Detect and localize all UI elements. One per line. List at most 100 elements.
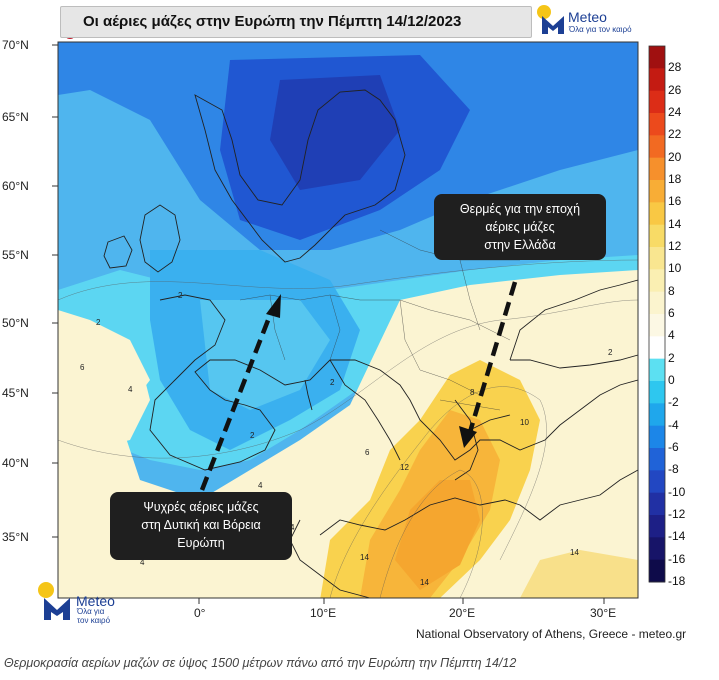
- logo-name: Meteo: [568, 9, 607, 25]
- colorbar-label: 4: [668, 328, 675, 343]
- colorbar-swatch: [649, 135, 665, 159]
- colorbar-label: 16: [668, 194, 682, 209]
- weather-map-figure: 2 2 2 2 4 6 4 6 8 10 12 14 14 14 4 4 2: [2, 5, 687, 641]
- lat-label: 65°N: [2, 110, 29, 124]
- warm-south-east-area: [520, 550, 638, 598]
- meteo-logo-bottom: Meteo Όλα για τον καιρό: [38, 582, 115, 625]
- contour-label: 2: [250, 431, 255, 440]
- meteo-m-icon: [44, 598, 70, 620]
- colorbar: [649, 46, 665, 583]
- colorbar-swatch: [649, 202, 665, 226]
- colorbar-label: 28: [668, 60, 682, 75]
- colorbar-swatch: [649, 314, 665, 337]
- axis-ticks: [52, 44, 605, 604]
- cold-airmass-arrow: [199, 309, 275, 491]
- colorbar-swatch: [649, 515, 665, 538]
- callout-line: Ευρώπη: [177, 536, 225, 550]
- colorbar-border: [648, 45, 666, 583]
- data-credit: National Observatory of Athens, Greece -…: [416, 627, 687, 641]
- contour-label: 4: [290, 523, 295, 532]
- lon-label: 30°E: [590, 606, 617, 620]
- lat-label: 50°N: [2, 316, 29, 330]
- contour-value-labels: 2 2 2 2 4 6 4 6 8 10 12 14 14 14 4 4 2: [80, 291, 613, 587]
- lon-label: 20°E: [449, 606, 476, 620]
- colorbar-label: 20: [668, 149, 682, 164]
- figure-caption: Θερμοκρασία αερίων μαζών σε ύψος 1500 μέ…: [4, 656, 517, 670]
- colorbar-label: -14: [668, 529, 686, 544]
- callout-line: Θερμές για την εποχή: [459, 202, 581, 216]
- colorbar-swatch: [649, 358, 665, 382]
- colorbar-label: -4: [668, 417, 679, 432]
- colorbar-swatch: [649, 269, 665, 293]
- logo-tagline-2: τον καιρό: [77, 616, 111, 625]
- callout-line: στην Ελλάδα: [484, 238, 556, 252]
- colorbar-swatch: [649, 224, 665, 248]
- warm-airmass-arrow: [467, 281, 518, 433]
- colorbar-swatch: [649, 492, 665, 516]
- contour-label: 10: [520, 418, 529, 427]
- lon-label: 10°E: [310, 606, 337, 620]
- map-title: Οι αέριες μάζες στην Ευρώπη την Πέμπτη 1…: [83, 13, 462, 30]
- colorbar-swatch: [649, 113, 665, 136]
- colorbar-swatch: [649, 180, 665, 203]
- warm-airmass-callout: Θερμές για την εποχή αέριες μάζες στην Ε…: [434, 194, 606, 260]
- colorbar-label: 0: [668, 373, 675, 387]
- contour-label: 6: [365, 448, 370, 457]
- lon-label: 0°: [194, 606, 206, 620]
- mild-west-area: [58, 330, 150, 450]
- colorbar-label: 14: [668, 216, 682, 231]
- colorbar-swatch: [649, 559, 665, 583]
- colorbar-label: 8: [668, 283, 675, 298]
- colorbar-swatch: [649, 403, 665, 427]
- contour-label: 2: [96, 318, 101, 327]
- map-border: [57, 41, 639, 599]
- colorbar-label: 18: [668, 172, 682, 186]
- logo-name: Meteo: [76, 593, 115, 609]
- colorbar-label: 12: [668, 239, 682, 253]
- lat-label: 70°N: [2, 38, 29, 52]
- contour-label: 14: [420, 578, 429, 587]
- lat-label: 45°N: [2, 386, 29, 400]
- contour-label: 14: [570, 548, 579, 557]
- logo-tagline-1: Όλα για: [76, 607, 105, 616]
- contour-label: 2: [178, 291, 183, 300]
- colorbar-label: -10: [668, 484, 686, 499]
- sun-icon: [38, 582, 54, 598]
- contour-label: 2: [608, 348, 613, 357]
- colorbar-label: -8: [668, 462, 679, 477]
- colorbar-label: -2: [668, 395, 679, 410]
- colorbar-label: 26: [668, 82, 682, 97]
- cold-airmass-callout: Ψυχρές αέριες μάζες στη Δυτική και Βόρει…: [110, 492, 292, 560]
- colorbar-swatch: [649, 537, 665, 561]
- colorbar-label: 24: [668, 105, 682, 119]
- colorbar-swatch: [649, 470, 665, 494]
- colorbar-label: 6: [668, 306, 675, 320]
- lat-label: 40°N: [2, 456, 29, 470]
- colorbar-swatch: [649, 157, 665, 181]
- colorbar-label: -6: [668, 440, 679, 454]
- colorbar-label: 2: [668, 350, 675, 365]
- lat-label: 60°N: [2, 179, 29, 193]
- contour-label: 4: [140, 558, 145, 567]
- country-borders: [239, 229, 520, 411]
- coldest-core-area: [270, 75, 400, 190]
- colorbar-swatch: [649, 336, 665, 360]
- colorbar-label: -16: [668, 551, 686, 566]
- contour-label: 12: [400, 463, 409, 472]
- lat-label: 55°N: [2, 248, 29, 262]
- colorbar-swatch: [649, 381, 665, 404]
- callout-line: Ψυχρές αέριες μάζες: [143, 500, 259, 514]
- colorbar-label: -12: [668, 507, 686, 521]
- lat-label: 35°N: [2, 530, 29, 544]
- meteo-m-icon: [542, 16, 564, 34]
- contour-label: 4: [128, 385, 133, 394]
- temperature-contours: [58, 259, 638, 598]
- temperature-map: 2 2 2 2 4 6 4 6 8 10 12 14 14 14 4 4 2: [38, 5, 666, 625]
- contour-label: 2: [330, 378, 335, 387]
- meteo-logo-top: Meteo Όλα για τον καιρό: [536, 5, 634, 40]
- colorbar-swatch: [649, 425, 665, 449]
- contour-label: 8: [470, 388, 475, 397]
- contour-label: 6: [80, 363, 85, 372]
- contour-label: 14: [360, 553, 369, 562]
- sun-icon: [537, 5, 551, 19]
